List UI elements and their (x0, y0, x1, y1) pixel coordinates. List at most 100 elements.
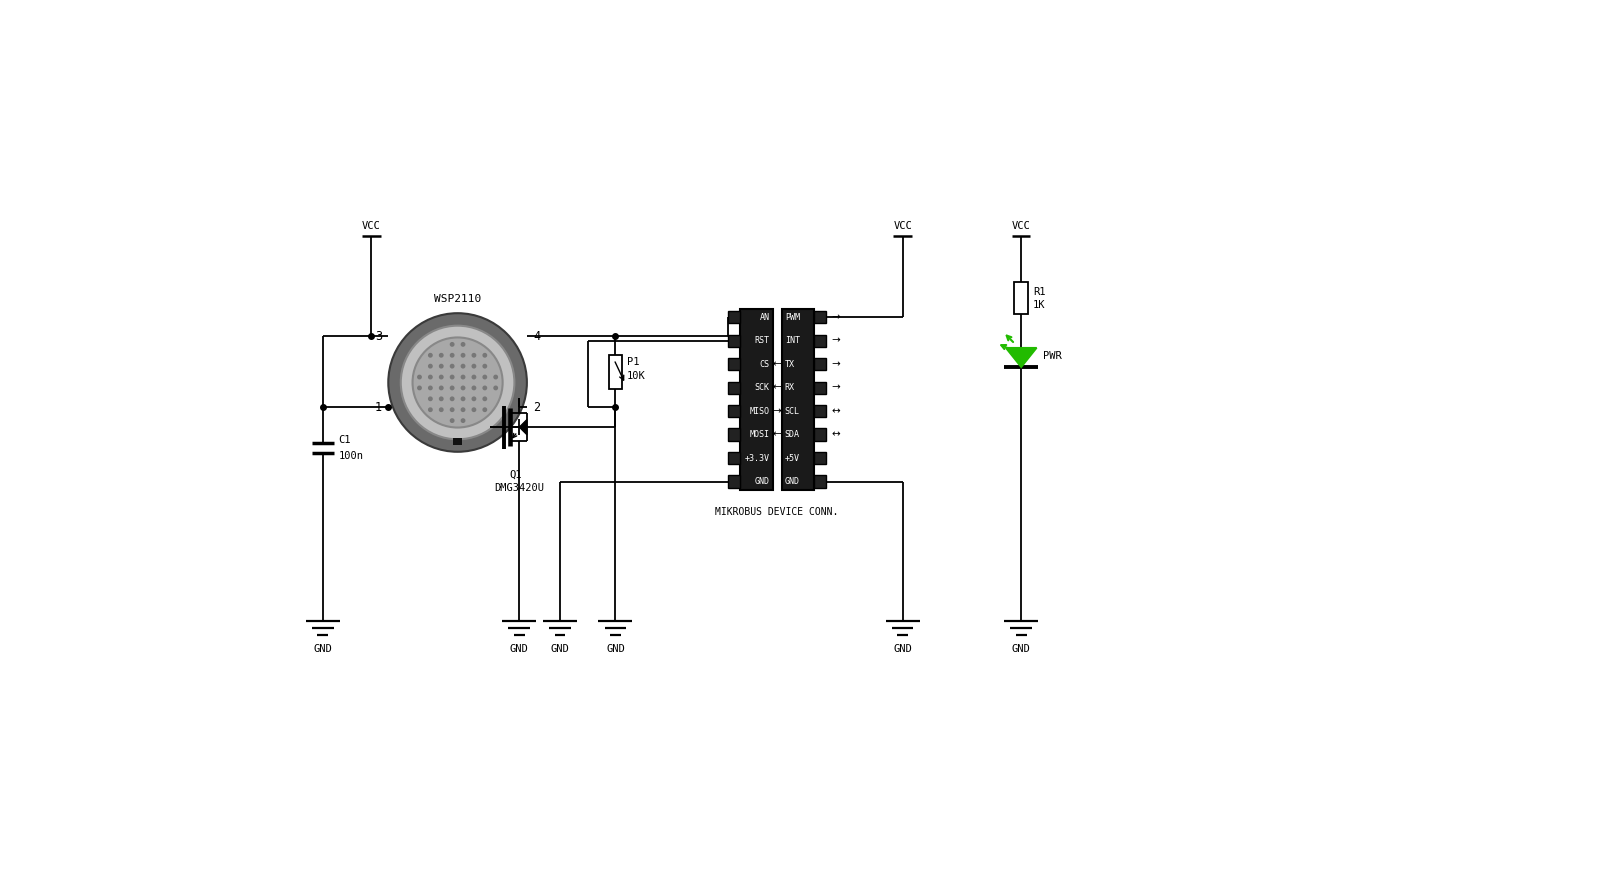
Circle shape (429, 396, 433, 402)
Text: TX: TX (785, 360, 795, 368)
Circle shape (461, 375, 465, 380)
Text: INT: INT (785, 336, 800, 345)
Text: MOSI: MOSI (750, 430, 769, 439)
Circle shape (461, 353, 465, 358)
Circle shape (472, 408, 477, 412)
Circle shape (449, 418, 454, 423)
Bar (814, 381, 827, 394)
Circle shape (461, 418, 465, 423)
Circle shape (449, 364, 454, 368)
Bar (728, 452, 740, 464)
Text: C1: C1 (339, 436, 350, 445)
Text: +3.3V: +3.3V (745, 454, 769, 463)
Circle shape (438, 375, 443, 380)
Circle shape (483, 353, 488, 358)
Circle shape (429, 386, 433, 390)
Circle shape (472, 364, 477, 368)
Text: VCC: VCC (361, 221, 381, 231)
Text: GND: GND (313, 645, 333, 654)
Polygon shape (520, 420, 528, 435)
Text: CS: CS (760, 360, 769, 368)
Text: SDA: SDA (785, 430, 800, 439)
Bar (814, 476, 827, 488)
Text: SCK: SCK (755, 383, 769, 392)
Polygon shape (1006, 348, 1036, 367)
Text: →: → (772, 406, 782, 416)
Bar (814, 334, 827, 347)
Text: →: → (831, 359, 839, 369)
Circle shape (438, 364, 443, 368)
Text: P1: P1 (627, 357, 640, 368)
Bar (728, 311, 740, 323)
Text: ←: ← (772, 359, 782, 369)
Bar (814, 358, 827, 370)
Bar (728, 381, 740, 394)
Circle shape (417, 375, 422, 380)
Circle shape (472, 353, 477, 358)
Bar (782, 308, 814, 490)
Bar (740, 308, 772, 490)
Text: MIKROBUS DEVICE CONN.: MIKROBUS DEVICE CONN. (715, 507, 839, 517)
Text: +5V: +5V (785, 454, 800, 463)
Text: 3: 3 (376, 330, 382, 343)
Circle shape (472, 396, 477, 402)
Text: GND: GND (894, 645, 911, 654)
Text: PWM: PWM (785, 313, 800, 321)
Circle shape (429, 408, 433, 412)
Circle shape (461, 396, 465, 402)
Circle shape (449, 353, 454, 358)
Bar (728, 429, 740, 441)
Text: →: → (831, 335, 839, 346)
Bar (728, 334, 740, 347)
Text: ↔: ↔ (831, 429, 839, 440)
Circle shape (472, 386, 477, 390)
Circle shape (449, 375, 454, 380)
Circle shape (449, 386, 454, 390)
Bar (814, 452, 827, 464)
Text: GND: GND (550, 645, 569, 654)
Text: VCC: VCC (1012, 221, 1031, 231)
Bar (728, 405, 740, 417)
Text: GND: GND (606, 645, 625, 654)
Circle shape (461, 364, 465, 368)
Circle shape (461, 408, 465, 412)
Text: VCC: VCC (894, 221, 911, 231)
Text: GND: GND (785, 477, 800, 486)
Text: 1K: 1K (1033, 300, 1046, 310)
Circle shape (449, 396, 454, 402)
Text: AN: AN (760, 313, 769, 321)
Text: →: → (831, 312, 839, 322)
Circle shape (438, 386, 443, 390)
Text: DMG3420U: DMG3420U (494, 483, 544, 493)
Text: Q1: Q1 (508, 469, 521, 480)
Bar (728, 476, 740, 488)
Text: SCL: SCL (785, 407, 800, 415)
Circle shape (472, 375, 477, 380)
Circle shape (483, 408, 488, 412)
Text: GND: GND (755, 477, 769, 486)
Circle shape (401, 326, 515, 439)
Circle shape (389, 314, 528, 452)
Bar (814, 311, 827, 323)
Text: ←: ← (772, 429, 782, 440)
Circle shape (429, 364, 433, 368)
Circle shape (438, 396, 443, 402)
Circle shape (461, 342, 465, 347)
Text: 4: 4 (532, 330, 540, 343)
Text: R1: R1 (1033, 287, 1046, 297)
Circle shape (492, 386, 499, 390)
Text: →: → (831, 382, 839, 393)
Circle shape (438, 408, 443, 412)
Circle shape (429, 375, 433, 380)
Text: GND: GND (510, 645, 529, 654)
Text: 1: 1 (376, 401, 382, 414)
Bar (609, 354, 622, 388)
Text: WSP2110: WSP2110 (433, 294, 481, 304)
Text: PWR: PWR (1043, 350, 1062, 361)
Circle shape (413, 337, 502, 428)
Text: ←: ← (772, 382, 782, 393)
Text: 100n: 100n (339, 450, 363, 461)
Text: 10K: 10K (627, 371, 646, 381)
Circle shape (492, 375, 499, 380)
Circle shape (438, 353, 443, 358)
